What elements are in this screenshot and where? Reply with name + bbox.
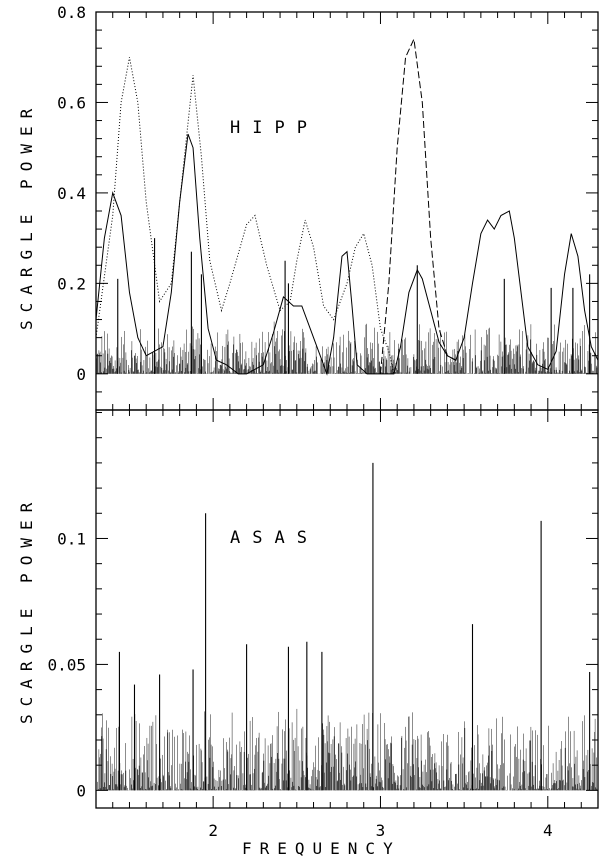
bottom-y-tick-label: 0.05: [47, 655, 86, 674]
tick-labels: 0 0.2 0.4 0.6 0.8 0 0.05 0.1 2 3 4: [47, 3, 552, 840]
bottom-y-tick-label: 0: [76, 781, 86, 800]
top-y-tick-label: 0.6: [57, 93, 86, 112]
top-panel-label: HIPP: [230, 118, 319, 138]
top-y-tick-label: 0.4: [57, 184, 86, 203]
bottom-panel-marks: [96, 462, 598, 791]
top-series-dotted: [95, 57, 395, 374]
top-y-tick-label: 0.2: [57, 274, 86, 293]
bottom-y-tick-label: 0.1: [57, 529, 86, 548]
x-tick-label: 3: [376, 821, 386, 840]
bottom-panel-frame: [95, 409, 599, 809]
axis-ticks: [96, 12, 598, 808]
top-panel-marks: [95, 37, 599, 376]
bottom-y-axis-title: SCARGLE POWER: [17, 495, 36, 724]
top-noise-spectrum: [96, 321, 598, 374]
top-y-tick-label: 0: [76, 365, 86, 384]
x-tick-label: 4: [543, 821, 553, 840]
top-y-axis-title: SCARGLE POWER: [17, 101, 36, 330]
x-tick-label: 2: [208, 821, 218, 840]
top-y-tick-label: 0.8: [57, 3, 86, 22]
bottom-panel-label: ASAS: [230, 528, 319, 548]
top-series-dashed: [379, 37, 457, 374]
x-axis-title: FREQUENCY: [242, 839, 401, 857]
bottom-noise-spectrum: [96, 708, 598, 791]
